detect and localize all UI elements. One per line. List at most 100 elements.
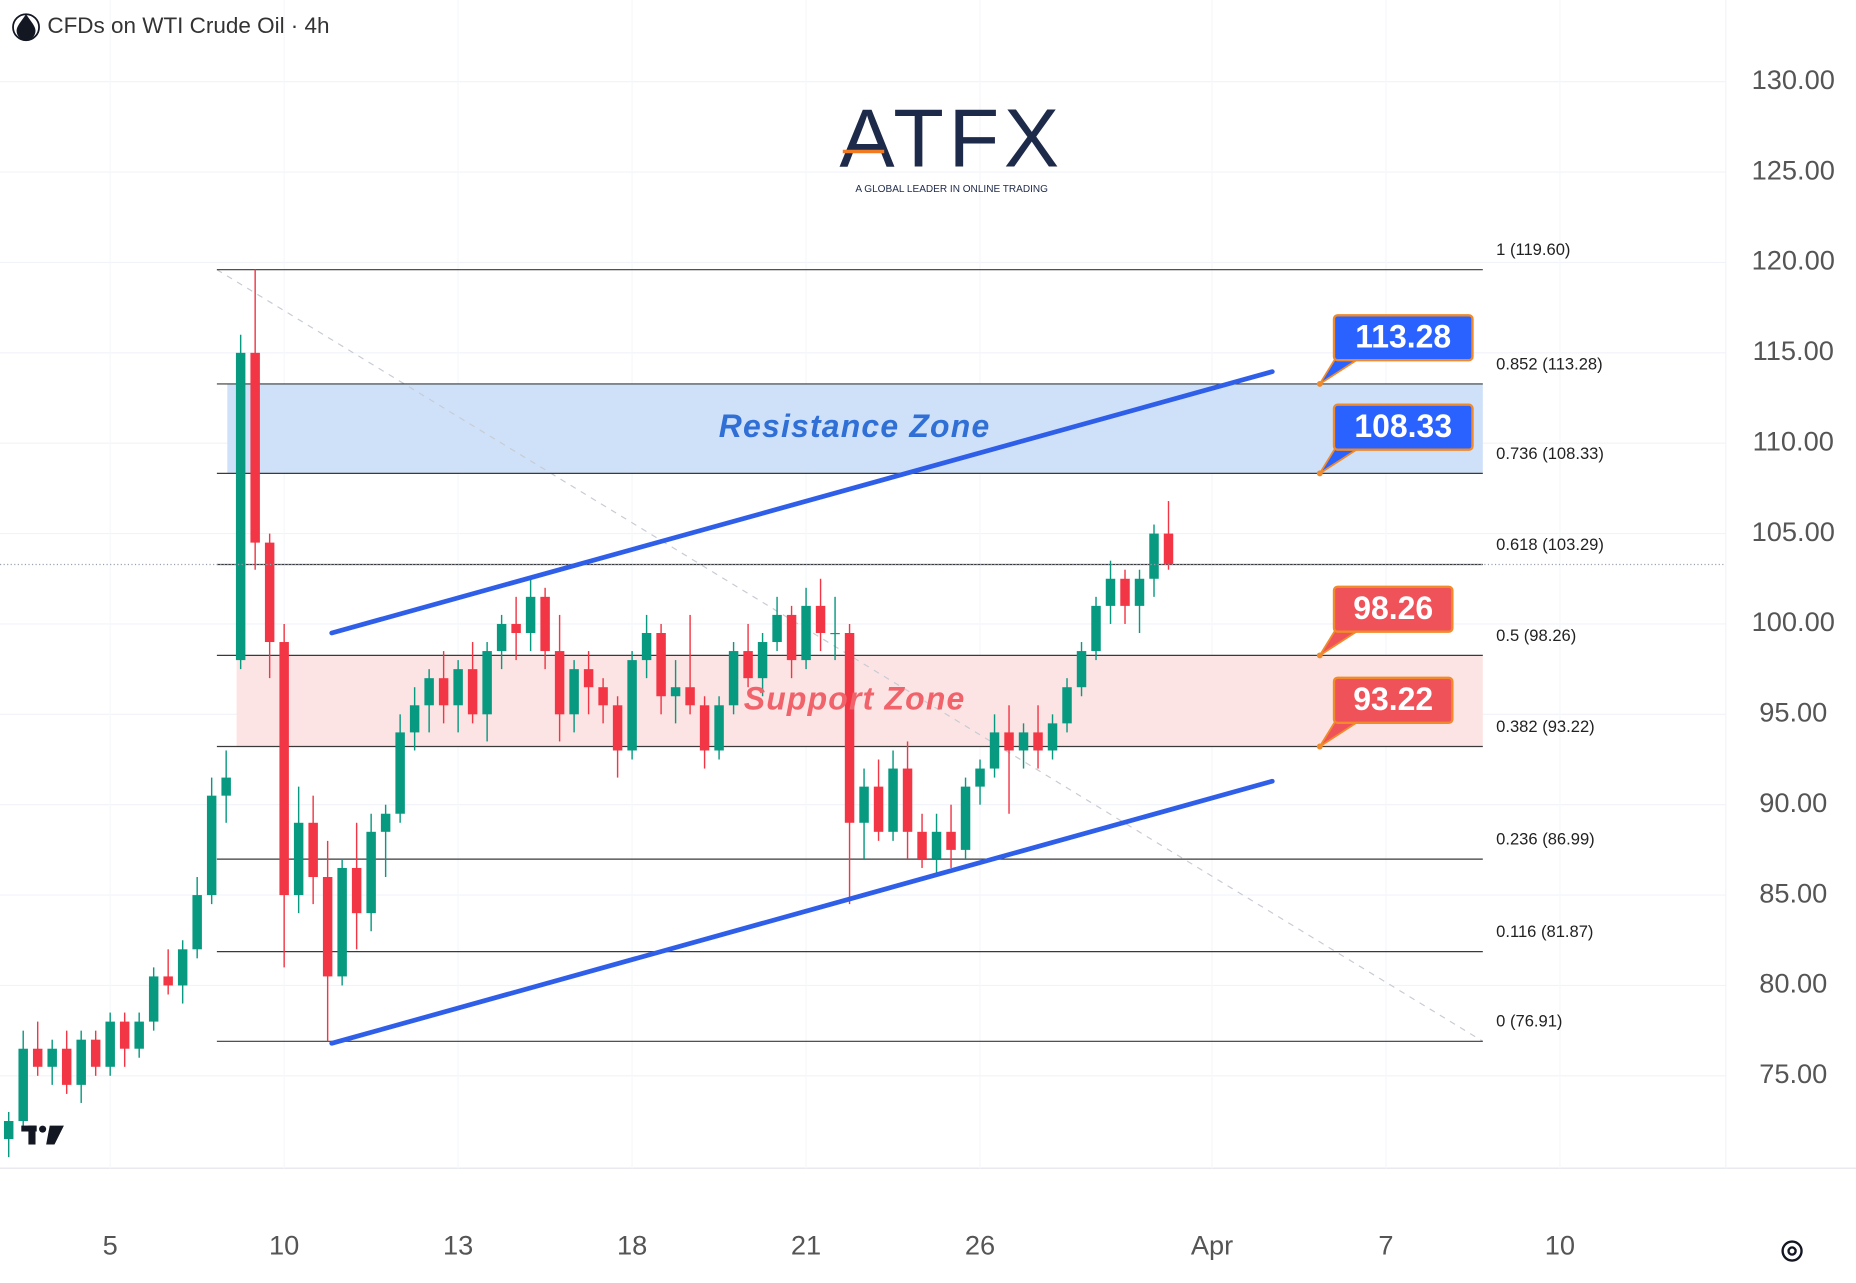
candle-body <box>90 1039 101 1067</box>
candle-body <box>496 623 507 652</box>
x-tick-label: 7 <box>1378 1230 1393 1261</box>
x-tick-label: 5 <box>103 1230 118 1261</box>
callout-label: 108.33 <box>1354 408 1452 444</box>
fib-label: 1 (119.60) <box>1496 240 1570 259</box>
candle-body <box>264 542 275 643</box>
y-tick-label: 120.00 <box>1752 245 1835 276</box>
candle-body <box>975 768 985 787</box>
callouts: 113.28 108.33 98.26 93.22 <box>1316 314 1474 750</box>
y-tick-label: 100.00 <box>1752 606 1835 637</box>
y-tick-label: 80.00 <box>1759 968 1827 999</box>
candle-body <box>786 614 797 661</box>
candle-body <box>699 705 710 751</box>
callout-label: 113.28 <box>1355 318 1451 354</box>
candle-body <box>1149 533 1159 579</box>
fib-trend-line <box>216 269 1484 1042</box>
x-tick-label: 13 <box>443 1230 473 1261</box>
candle-body <box>337 867 347 977</box>
zone-label: Support Zone <box>744 680 966 716</box>
zone-label: Resistance Zone <box>719 408 991 444</box>
channel-line <box>329 778 1275 1046</box>
candle-body <box>670 687 681 697</box>
candle-body <box>1033 732 1043 751</box>
settings-icon-core[interactable] <box>1787 1246 1797 1256</box>
candle-body <box>1120 578 1130 606</box>
y-tick-label: 90.00 <box>1759 787 1827 818</box>
candle-body <box>830 632 840 635</box>
candle-body <box>540 596 550 652</box>
candle-body <box>18 1048 28 1122</box>
candle-body <box>177 949 188 986</box>
candle-body <box>554 651 565 715</box>
candle-body <box>1105 578 1116 606</box>
candle-body <box>583 669 594 688</box>
fib-label: 0.618 (103.29) <box>1496 535 1604 554</box>
candle-body <box>569 669 579 715</box>
candle-body <box>656 632 666 697</box>
y-tick-label: 125.00 <box>1752 154 1835 185</box>
candle-body <box>424 678 434 706</box>
fib-label: 0.736 (108.33) <box>1496 444 1604 463</box>
fib-label: 0.236 (86.99) <box>1496 830 1595 849</box>
candle-body <box>293 822 304 896</box>
candle-body <box>148 976 159 1022</box>
candle-body <box>641 632 652 661</box>
candle-body <box>960 786 971 850</box>
candle-body <box>1076 651 1087 688</box>
callout-anchor <box>1316 470 1323 477</box>
candle-body <box>467 669 478 715</box>
candle-body <box>380 813 391 832</box>
candle-body <box>119 1021 130 1049</box>
candle-body <box>250 352 260 543</box>
candle-body <box>728 651 739 706</box>
candle-body <box>308 822 318 878</box>
symbol-icon <box>12 13 40 42</box>
candle-body <box>221 777 231 796</box>
y-tick-label: 130.00 <box>1752 64 1835 95</box>
candle-body <box>192 895 202 950</box>
candle-body <box>322 877 333 977</box>
fib-label: 0.852 (113.28) <box>1496 354 1603 373</box>
symbol-icon <box>16 14 36 41</box>
candle-body <box>1163 533 1174 565</box>
candles <box>0 269 1726 1158</box>
callout-anchor <box>1316 652 1323 659</box>
channel-line <box>329 369 1275 636</box>
candle-body <box>47 1048 57 1067</box>
callout-box <box>1332 585 1454 633</box>
candle-body <box>931 831 942 859</box>
candle-body <box>61 1048 72 1085</box>
candle-body <box>1004 732 1014 751</box>
x-tick-label: 10 <box>1545 1230 1575 1261</box>
candle-body <box>902 768 913 832</box>
candle-body <box>279 642 289 896</box>
x-tick-label: 26 <box>965 1230 995 1261</box>
logo-tagline: A GLOBAL LEADER IN ONLINE TRADING <box>855 184 1048 195</box>
candle-body <box>511 623 521 633</box>
candle-body <box>888 768 898 832</box>
candle-body <box>366 831 376 914</box>
candle-body <box>409 705 420 733</box>
callout-box <box>1332 314 1474 362</box>
settings-icon-ring[interactable] <box>1781 1240 1803 1262</box>
y-tick-label: 115.00 <box>1753 335 1834 366</box>
candle-body <box>163 976 173 986</box>
callout-label: 93.22 <box>1353 681 1433 717</box>
candle-body <box>1062 687 1072 724</box>
settings-icon[interactable] <box>1781 1240 1803 1262</box>
fib-label: 0 (76.91) <box>1496 1012 1562 1031</box>
tv-logo <box>21 1125 64 1145</box>
x-tick-label: 10 <box>269 1230 299 1261</box>
candle-body <box>946 831 956 850</box>
candle-body <box>1018 732 1029 751</box>
logo: ATFX <box>839 91 1064 184</box>
candle-body <box>134 1021 144 1049</box>
tv-logo-part <box>39 1125 47 1133</box>
candle-body <box>815 605 826 633</box>
y-tick-label: 85.00 <box>1759 877 1827 908</box>
candle-body <box>1047 723 1058 751</box>
candle-body <box>844 632 855 823</box>
